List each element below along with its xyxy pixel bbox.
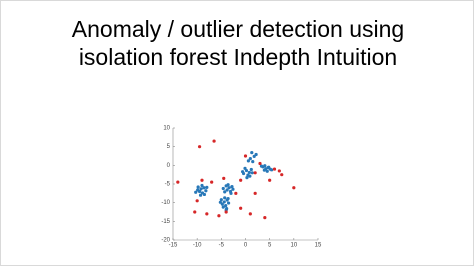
point xyxy=(247,170,251,175)
point xyxy=(196,185,200,189)
point xyxy=(202,192,207,197)
point xyxy=(229,191,233,195)
point xyxy=(176,180,180,184)
point xyxy=(254,152,258,157)
point xyxy=(193,210,197,214)
y-tick-label: 0 xyxy=(167,163,171,169)
point xyxy=(212,139,216,143)
point xyxy=(248,212,252,216)
point xyxy=(253,191,257,195)
point xyxy=(223,190,227,194)
point xyxy=(248,174,252,178)
y-tick-label: -5 xyxy=(165,182,171,188)
point xyxy=(204,189,208,193)
point xyxy=(221,186,225,191)
point xyxy=(272,167,277,171)
point xyxy=(199,187,203,191)
y-tick-label: -15 xyxy=(161,219,170,225)
point xyxy=(250,151,254,155)
point xyxy=(249,167,253,172)
point xyxy=(231,187,235,191)
y-tick-label: -20 xyxy=(161,238,170,244)
y-tick-label: 10 xyxy=(163,126,170,132)
point xyxy=(251,160,255,164)
point xyxy=(270,168,274,172)
point xyxy=(205,185,209,189)
x-tick-label: 5 xyxy=(268,243,272,249)
point xyxy=(268,178,272,182)
point xyxy=(225,188,229,192)
point xyxy=(195,199,199,203)
point xyxy=(222,200,226,204)
point xyxy=(224,210,228,214)
y-tick-label: -10 xyxy=(161,200,170,206)
point xyxy=(292,186,296,190)
point xyxy=(226,201,231,205)
point xyxy=(223,196,227,200)
point xyxy=(250,171,254,175)
point xyxy=(241,170,245,174)
point xyxy=(196,188,200,192)
point xyxy=(234,191,238,195)
x-tick-label: 15 xyxy=(315,243,322,249)
point xyxy=(210,180,214,184)
point xyxy=(263,216,267,220)
point xyxy=(200,183,204,188)
slide-title: Anomaly / outlier detection using isolat… xyxy=(71,16,405,70)
point xyxy=(222,176,226,180)
x-tick-label: -5 xyxy=(219,243,225,249)
point xyxy=(253,171,257,175)
point xyxy=(217,214,221,218)
point xyxy=(243,154,248,158)
point xyxy=(243,166,247,170)
point xyxy=(230,185,234,189)
point xyxy=(224,204,228,208)
point xyxy=(239,206,243,210)
y-tick-label: 5 xyxy=(167,144,171,150)
point xyxy=(226,183,230,187)
point xyxy=(227,186,231,190)
x-tick-label: -15 xyxy=(169,243,178,249)
point xyxy=(202,186,206,190)
point xyxy=(262,168,266,172)
point xyxy=(205,212,209,216)
point xyxy=(263,164,267,168)
point xyxy=(280,173,284,177)
point xyxy=(248,157,252,161)
point xyxy=(265,169,269,173)
point xyxy=(277,169,281,173)
point xyxy=(245,176,249,180)
point xyxy=(198,193,203,197)
x-tick-label: 10 xyxy=(290,243,297,249)
point xyxy=(239,178,243,182)
point xyxy=(258,161,262,166)
x-tick-label: -10 xyxy=(193,243,202,249)
point xyxy=(218,200,222,204)
point xyxy=(246,159,250,163)
point xyxy=(197,145,202,149)
x-tick-label: 0 xyxy=(244,243,248,249)
point xyxy=(200,178,204,182)
point xyxy=(266,165,270,170)
point xyxy=(226,196,230,201)
point xyxy=(194,190,198,194)
point xyxy=(219,198,223,202)
point xyxy=(259,164,264,168)
point xyxy=(221,205,225,209)
